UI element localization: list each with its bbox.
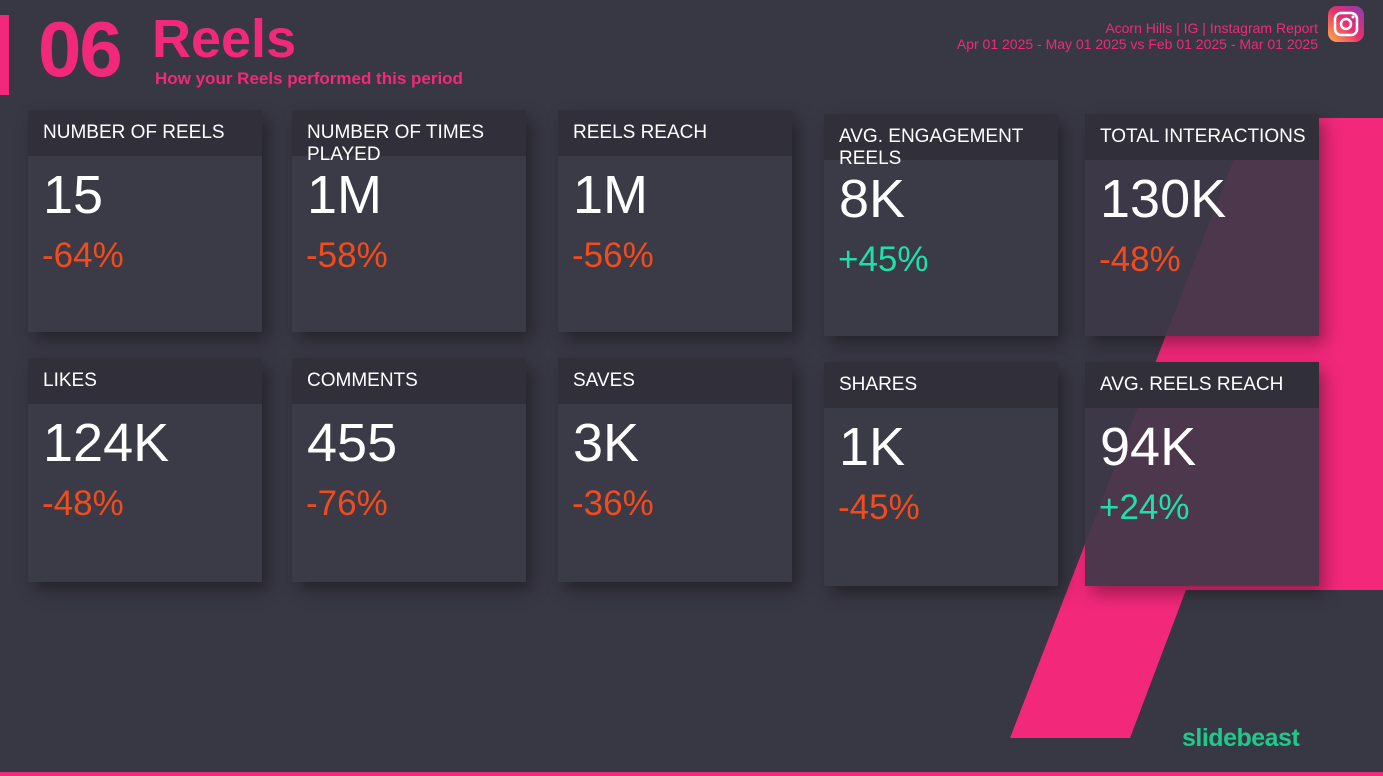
card-header xyxy=(1085,362,1319,408)
metric-card: NUMBER OF REELS 15 -64% xyxy=(28,110,262,332)
card-header xyxy=(558,110,792,156)
card-header xyxy=(824,362,1058,408)
metric-label: TOTAL INTERACTIONS xyxy=(1100,126,1306,147)
metric-change: -48% xyxy=(1099,240,1181,279)
metric-value: 3K xyxy=(573,413,640,473)
metric-label: NUMBER OF REELS xyxy=(43,122,225,143)
metric-change: -58% xyxy=(306,236,388,275)
card-header xyxy=(28,358,262,404)
card-header xyxy=(1085,114,1319,160)
metric-value: 94K xyxy=(1100,417,1197,477)
metric-change: -48% xyxy=(42,484,124,523)
metric-label: SAVES xyxy=(573,370,635,391)
metric-label: NUMBER OF TIMES PLAYED xyxy=(307,122,484,165)
subtitle: How your Reels performed this period xyxy=(155,69,463,88)
metric-change: +45% xyxy=(838,240,929,279)
metric-label: AVG. ENGAGEMENT REELS xyxy=(839,126,1024,169)
metric-value: 1K xyxy=(839,417,906,477)
card-header xyxy=(558,358,792,404)
metric-value: 130K xyxy=(1100,169,1227,229)
metric-card: AVG. ENGAGEMENT REELS 8K +45% xyxy=(824,114,1058,336)
metric-change: +24% xyxy=(1099,488,1190,527)
metric-card: SHARES 1K -45% xyxy=(824,362,1058,586)
metric-label: COMMENTS xyxy=(307,370,418,391)
metric-card: AVG. REELS REACH 94K +24% xyxy=(1085,362,1319,586)
metric-change: -36% xyxy=(572,484,654,523)
metric-change: -64% xyxy=(42,236,124,275)
section-title: Reels xyxy=(152,9,297,69)
metric-change: -45% xyxy=(838,488,920,527)
metric-card: TOTAL INTERACTIONS 130K -48% xyxy=(1085,114,1319,336)
accent-shape xyxy=(1320,118,1383,400)
metric-value: 455 xyxy=(307,413,398,473)
metric-value: 15 xyxy=(43,165,104,225)
metric-change: -56% xyxy=(572,236,654,275)
card-header xyxy=(292,110,526,156)
metric-change: -76% xyxy=(306,484,388,523)
metric-value: 8K xyxy=(839,169,906,229)
instagram-icon xyxy=(1328,6,1364,42)
metric-label: AVG. REELS REACH xyxy=(1100,374,1284,395)
report-name: Acorn Hills | IG | Instagram Report xyxy=(1105,20,1318,36)
section-number: 06 xyxy=(38,5,123,93)
metric-card: SAVES 3K -36% xyxy=(558,358,792,582)
metric-value: 1M xyxy=(573,165,649,225)
metric-card: LIKES 124K -48% xyxy=(28,358,262,582)
metric-card: NUMBER OF TIMES PLAYED 1M -58% xyxy=(292,110,526,332)
accent-bar xyxy=(0,15,9,95)
brand-logo: slidebeast xyxy=(1182,724,1300,752)
metric-card: REELS REACH 1M -56% xyxy=(558,110,792,332)
bottom-line xyxy=(0,772,1383,776)
metric-card: COMMENTS 455 -76% xyxy=(292,358,526,582)
metric-label: LIKES xyxy=(43,370,97,391)
card-header xyxy=(292,358,526,404)
metric-value: 1M xyxy=(307,165,383,225)
metric-label: SHARES xyxy=(839,374,918,395)
metric-label: REELS REACH xyxy=(573,122,708,143)
card-header xyxy=(824,114,1058,160)
report-period: Apr 01 2025 - May 01 2025 vs Feb 01 2025… xyxy=(956,36,1318,52)
metric-value: 124K xyxy=(43,413,170,473)
card-header xyxy=(28,110,262,156)
